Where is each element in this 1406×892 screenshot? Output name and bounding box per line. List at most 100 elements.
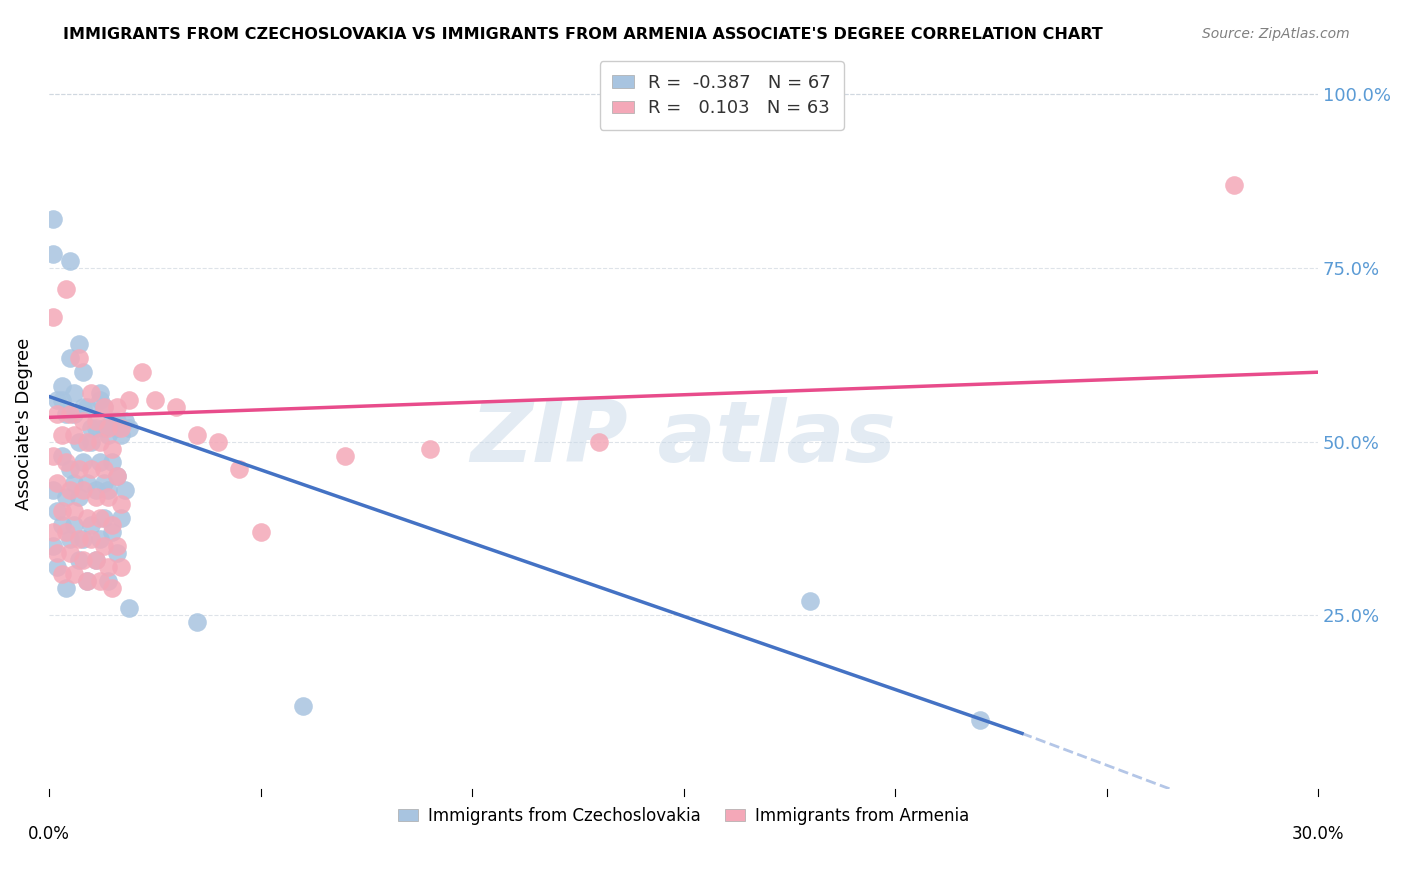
Point <box>80 434 103 449</box>
Point <box>105 469 128 483</box>
Point <box>110 427 132 442</box>
Point <box>165 400 187 414</box>
Point <box>419 442 441 456</box>
Point <box>59 462 82 476</box>
Point <box>249 524 271 539</box>
Point <box>63 427 86 442</box>
Point <box>72 553 94 567</box>
Point <box>51 427 73 442</box>
Point <box>101 414 124 428</box>
Point <box>67 532 90 546</box>
Point <box>84 553 107 567</box>
Point <box>42 247 65 261</box>
Point <box>72 455 94 469</box>
Point <box>143 392 166 407</box>
Point <box>93 400 115 414</box>
Point <box>207 434 229 449</box>
Point <box>110 511 132 525</box>
Point <box>101 518 124 533</box>
Point <box>63 504 86 518</box>
Point <box>72 400 94 414</box>
Point <box>72 414 94 428</box>
Point <box>55 490 77 504</box>
Point <box>76 400 98 414</box>
Point <box>114 414 136 428</box>
Point <box>67 553 90 567</box>
Point <box>101 442 124 456</box>
Point <box>63 407 86 421</box>
Point <box>97 421 120 435</box>
Point <box>799 594 821 608</box>
Point <box>42 539 65 553</box>
Text: 30.0%: 30.0% <box>1292 825 1344 844</box>
Point <box>46 504 69 518</box>
Point <box>51 566 73 581</box>
Point <box>89 511 111 525</box>
Point <box>105 421 128 435</box>
Point <box>101 455 124 469</box>
Point <box>97 427 120 442</box>
Point <box>55 407 77 421</box>
Point <box>84 414 107 428</box>
Point <box>63 476 86 491</box>
Point <box>51 449 73 463</box>
Point <box>55 455 77 469</box>
Point <box>42 212 65 227</box>
Point <box>97 483 120 498</box>
Point <box>76 476 98 491</box>
Point <box>59 254 82 268</box>
Text: ZIP atlas: ZIP atlas <box>471 397 897 481</box>
Point <box>72 483 94 498</box>
Point <box>76 574 98 588</box>
Point <box>63 386 86 401</box>
Point <box>55 581 77 595</box>
Point <box>63 566 86 581</box>
Text: IMMIGRANTS FROM CZECHOSLOVAKIA VS IMMIGRANTS FROM ARMENIA ASSOCIATE'S DEGREE COR: IMMIGRANTS FROM CZECHOSLOVAKIA VS IMMIGR… <box>63 27 1104 42</box>
Point <box>80 532 103 546</box>
Point <box>118 392 141 407</box>
Point <box>72 532 94 546</box>
Point <box>118 601 141 615</box>
Point <box>114 483 136 498</box>
Point <box>76 574 98 588</box>
Point <box>59 483 82 498</box>
Point <box>67 351 90 366</box>
Point <box>93 400 115 414</box>
Legend: Immigrants from Czechoslovakia, Immigrants from Armenia: Immigrants from Czechoslovakia, Immigran… <box>391 800 976 831</box>
Point <box>105 546 128 560</box>
Point <box>51 379 73 393</box>
Point <box>46 392 69 407</box>
Point <box>42 449 65 463</box>
Point <box>46 559 69 574</box>
Point <box>186 615 208 630</box>
Point <box>59 546 82 560</box>
Point <box>89 574 111 588</box>
Point <box>76 434 98 449</box>
Point <box>969 713 991 727</box>
Point <box>46 546 69 560</box>
Point <box>89 532 111 546</box>
Point <box>101 524 124 539</box>
Point <box>84 483 107 498</box>
Point <box>76 511 98 525</box>
Point <box>59 407 82 421</box>
Point <box>93 539 115 553</box>
Point <box>55 282 77 296</box>
Point <box>110 559 132 574</box>
Point <box>67 490 90 504</box>
Point <box>67 434 90 449</box>
Point <box>105 469 128 483</box>
Point <box>110 497 132 511</box>
Point <box>1222 178 1244 192</box>
Point <box>588 434 610 449</box>
Point <box>97 574 120 588</box>
Text: Source: ZipAtlas.com: Source: ZipAtlas.com <box>1202 27 1350 41</box>
Point <box>93 421 115 435</box>
Point <box>333 449 356 463</box>
Point <box>55 524 77 539</box>
Point <box>89 386 111 401</box>
Point <box>80 421 103 435</box>
Point <box>118 421 141 435</box>
Point <box>93 462 115 476</box>
Point <box>93 476 115 491</box>
